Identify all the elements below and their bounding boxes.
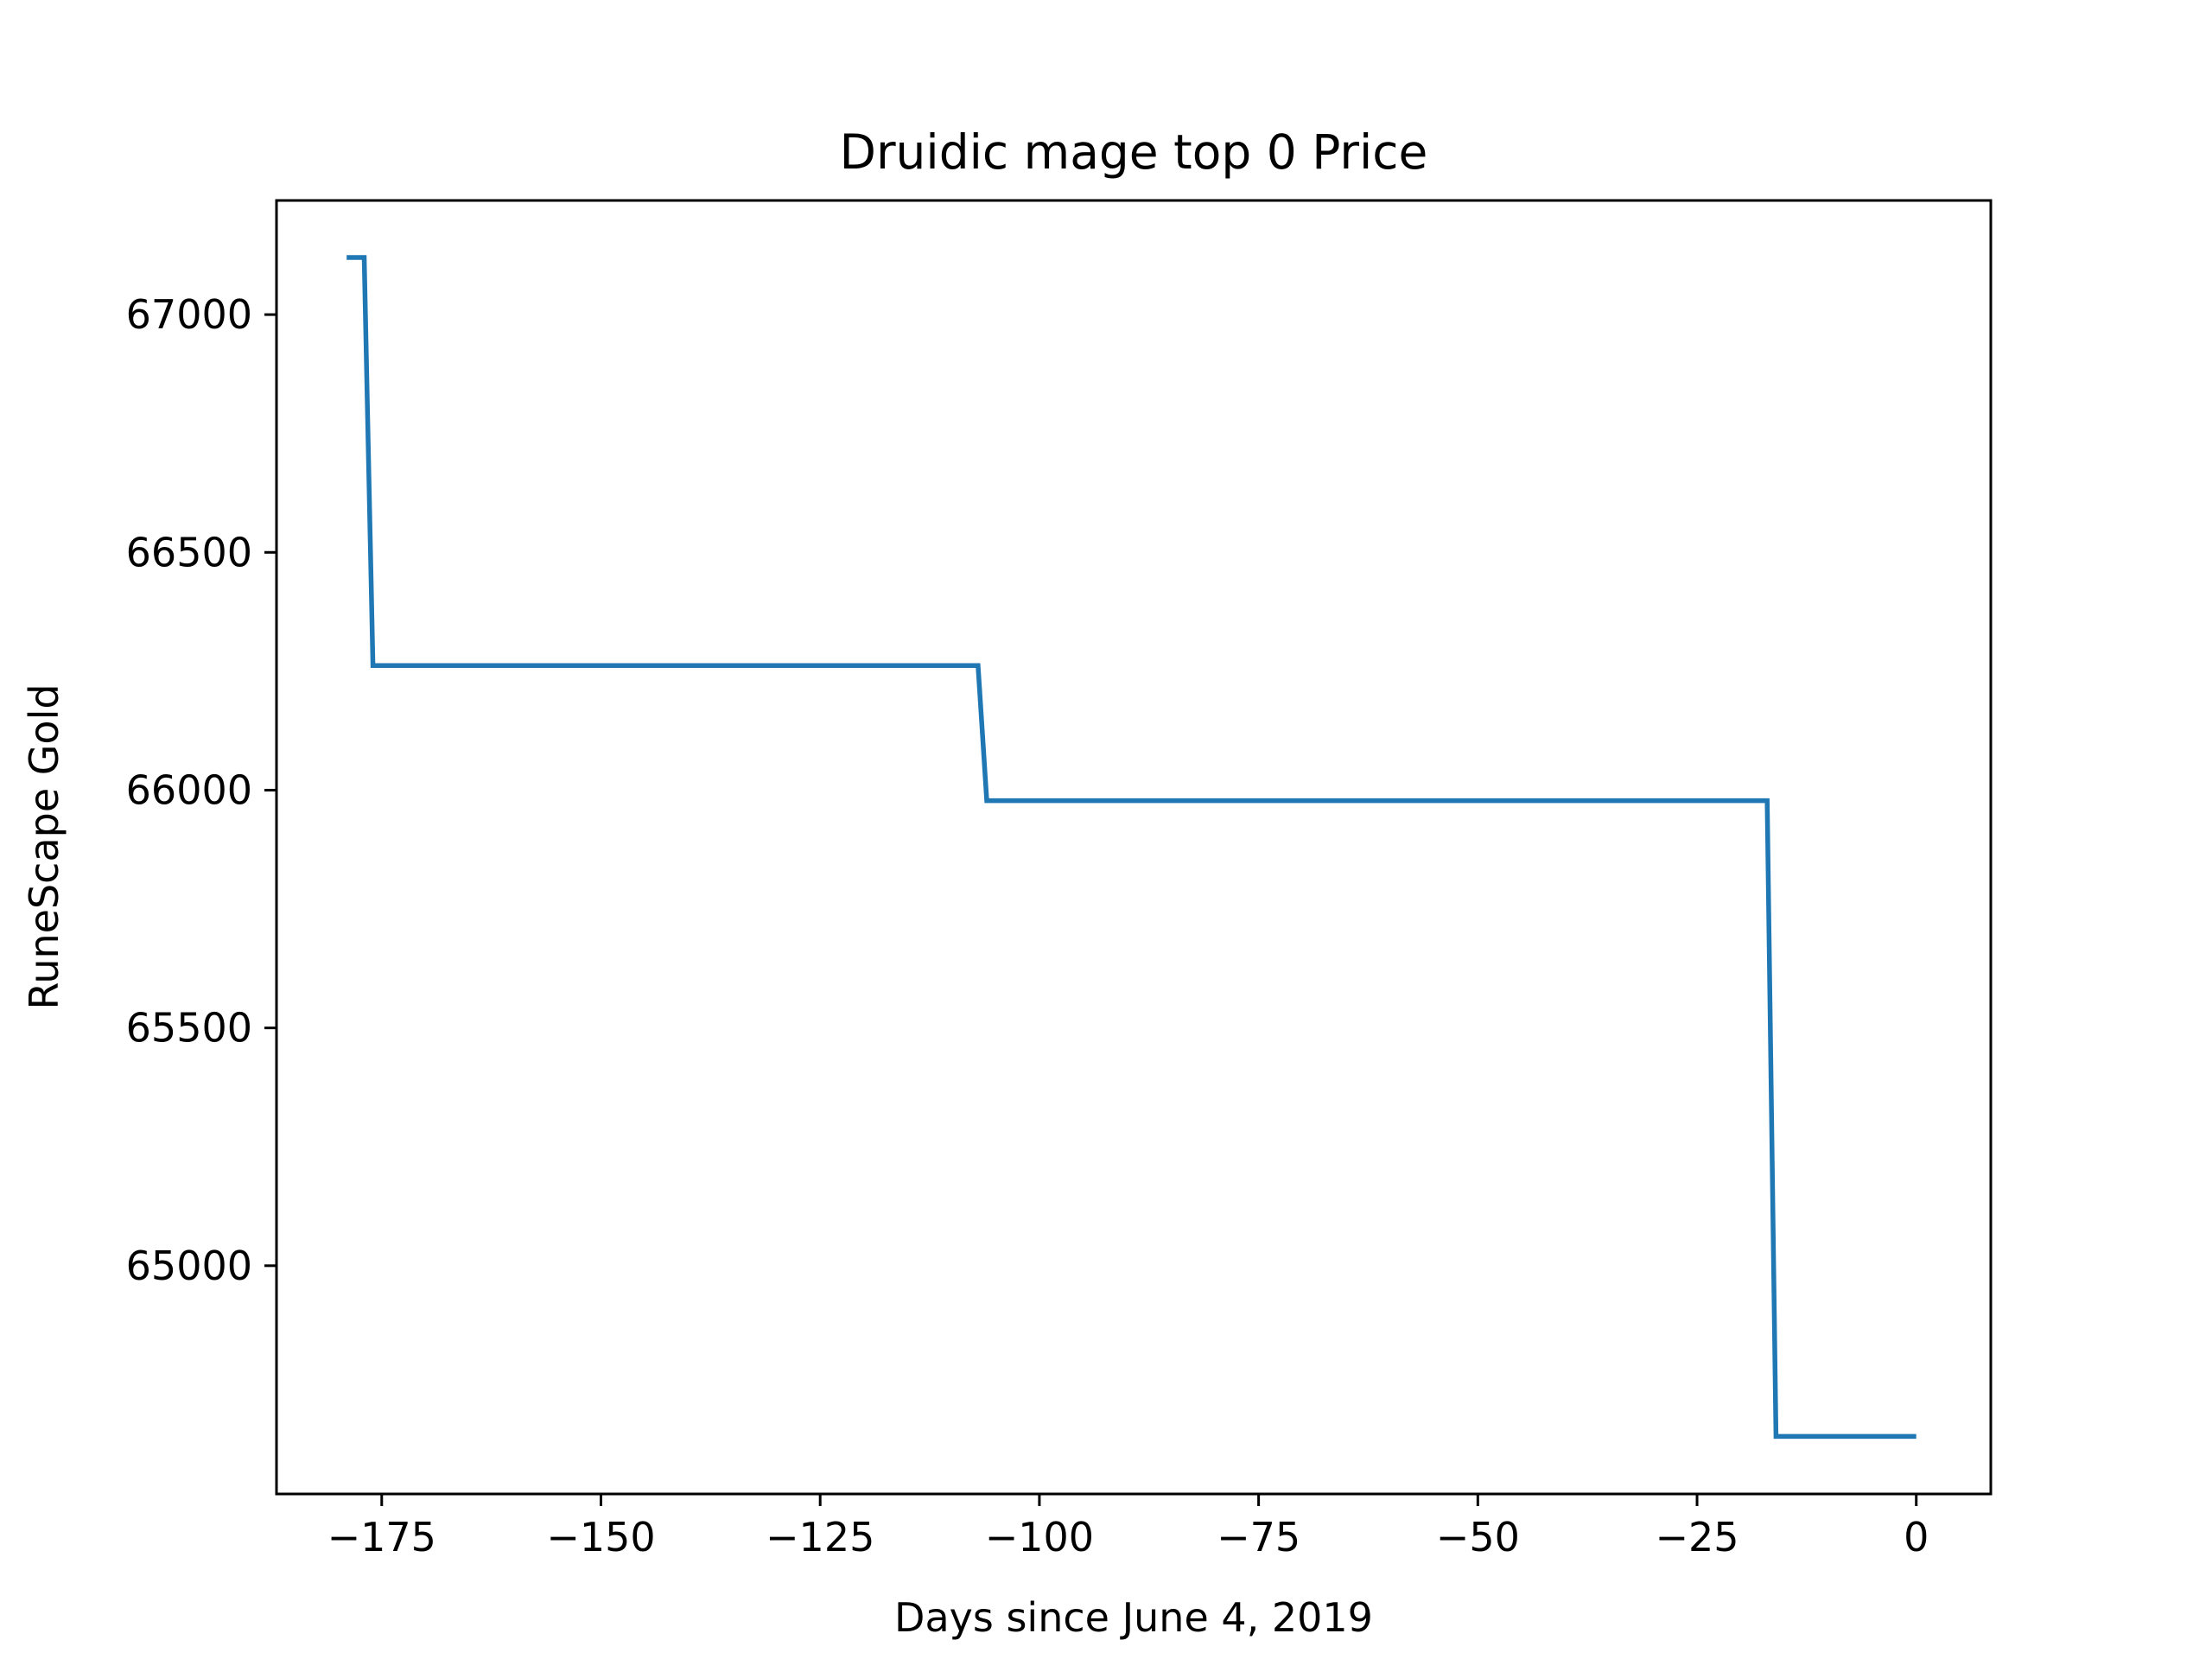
x-tick-label: −125 <box>766 1514 874 1560</box>
x-tick-label: −175 <box>327 1514 436 1560</box>
plot-area <box>276 200 1991 1494</box>
y-axis-label: RuneScape Gold <box>21 683 67 1009</box>
y-tick-label: 67000 <box>126 291 252 338</box>
y-tick-label: 65000 <box>126 1243 252 1289</box>
y-axis-ticks: 65000 65500 66000 66500 67000 <box>126 291 276 1289</box>
series-group <box>346 255 1916 1440</box>
series-line <box>346 255 1916 1440</box>
x-tick-label: −100 <box>985 1514 1094 1560</box>
x-tick-label: −50 <box>1436 1514 1520 1560</box>
y-tick-label: 66500 <box>126 529 252 575</box>
x-tick-label: −150 <box>546 1514 655 1560</box>
x-axis-label: Days since June 4, 2019 <box>894 1594 1373 1641</box>
y-tick-label: 65500 <box>126 1005 252 1052</box>
plot-frame <box>275 199 1993 1496</box>
x-axis-ticks: −175 −150 −125 −100 −75 −50 −25 0 <box>327 1494 1929 1560</box>
x-tick-label: −25 <box>1655 1514 1738 1560</box>
x-tick-label: 0 <box>1904 1514 1929 1560</box>
chart-title: Druidic mage top 0 Price <box>840 124 1428 180</box>
y-tick-label: 66000 <box>126 766 252 813</box>
x-tick-label: −75 <box>1217 1514 1300 1560</box>
